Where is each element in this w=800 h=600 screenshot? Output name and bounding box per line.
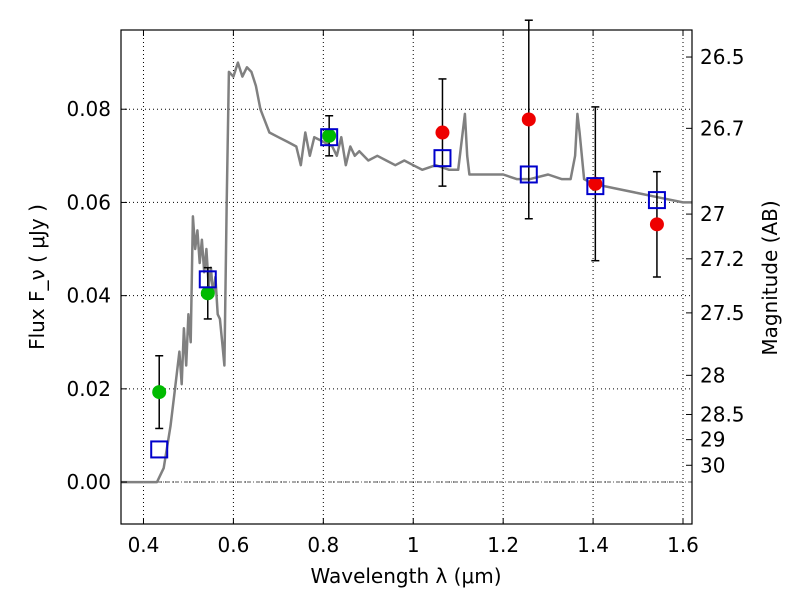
y-tick-label: 0.08 (66, 97, 111, 121)
x-axis-ticks: 0.4 0.6 0.8 1 1.2 1.4 1.6 (128, 30, 699, 557)
y-axis-ticks: 0.00 0.02 0.04 0.06 0.08 (66, 97, 127, 494)
y-tick-label: 0.00 (66, 470, 111, 494)
template-spectrum-line (121, 61, 692, 484)
y-axis-label-text: Flux F_ν ( μJy ) (25, 204, 49, 350)
red-data-point (649, 217, 664, 232)
magnitude-tick-label: 27 (700, 202, 725, 226)
error-bars (155, 19, 661, 430)
model-square-point (433, 149, 452, 168)
x-tick-label: 1.4 (577, 533, 609, 557)
model-square-point (519, 165, 538, 184)
x-tick-label: 0.6 (217, 533, 249, 557)
red-data-point (435, 125, 450, 140)
y-axis-label: Flux F_ν ( μJy ) (25, 204, 49, 350)
x-axis-label: Wavelength λ (μm) (310, 564, 501, 588)
model-square-point (150, 440, 169, 459)
x-tick-label: 1 (407, 533, 420, 557)
y-tick-label: 0.02 (66, 377, 111, 401)
plot-frame (120, 29, 693, 525)
gridlines (121, 30, 692, 524)
data-markers (150, 112, 666, 459)
magnitude-tick-label: 28.5 (700, 402, 745, 426)
magnitude-tick-label: 30 (700, 453, 725, 477)
magnitude-axis-label: Magnitude (AB) (758, 200, 782, 355)
y-tick-label: 0.04 (66, 284, 111, 308)
green-data-point (200, 286, 215, 301)
model-square-point (198, 270, 217, 289)
magnitude-tick-label: 26.7 (700, 116, 745, 140)
magnitude-tick-label: 26.5 (700, 45, 745, 69)
magnitude-tick-label: 27.5 (700, 301, 745, 325)
x-tick-label: 0.8 (307, 533, 339, 557)
green-data-point (152, 385, 167, 400)
red-data-point (521, 112, 536, 127)
model-square-point (586, 177, 605, 196)
template-spectrum (121, 61, 692, 484)
x-tick-label: 1.2 (487, 533, 519, 557)
model-square-point (647, 191, 666, 210)
green-data-point (322, 128, 337, 143)
model-square-point (320, 128, 339, 147)
red-data-point (588, 176, 603, 191)
magnitude-tick-label: 29 (700, 428, 725, 452)
y-tick-label: 0.06 (66, 190, 111, 214)
magnitude-tick-label: 27.2 (700, 247, 745, 271)
magnitude-tick-label: 28 (700, 363, 725, 387)
x-tick-label: 1.6 (667, 533, 699, 557)
x-tick-label: 0.4 (128, 533, 160, 557)
